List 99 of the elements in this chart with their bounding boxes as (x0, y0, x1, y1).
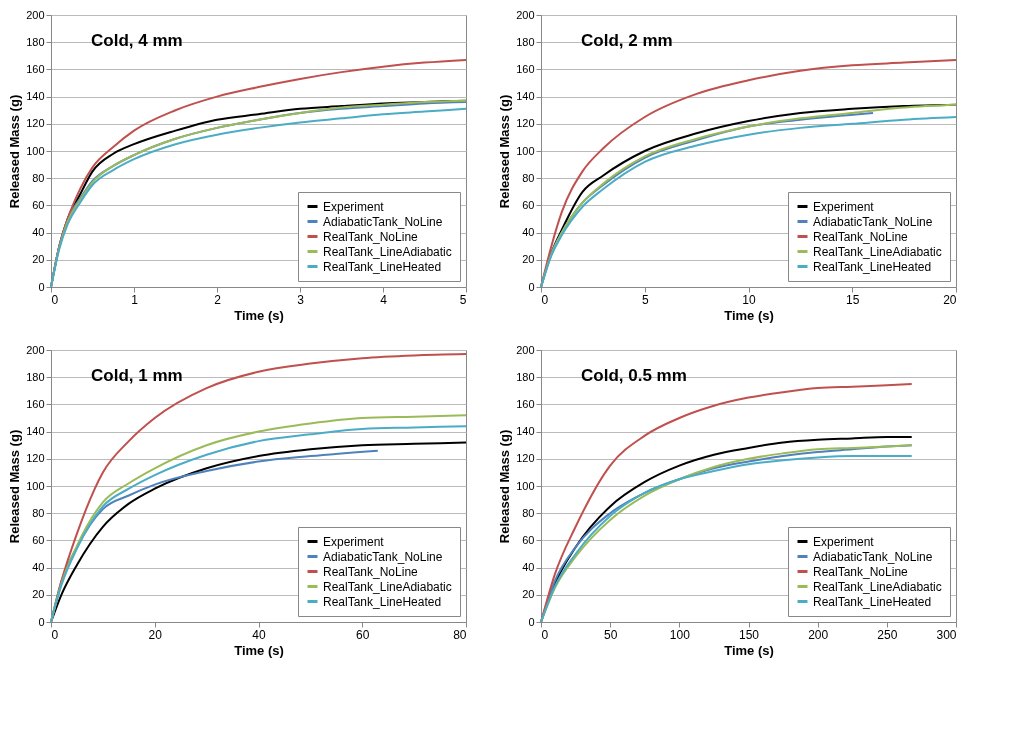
x-tick-label: 80 (453, 627, 467, 642)
y-tick-label: 80 (522, 506, 535, 519)
x-tick-label: 0 (51, 292, 59, 307)
y-tick-label: 20 (522, 253, 535, 266)
y-tick-label: 40 (32, 561, 45, 574)
y-tick-label: 100 (26, 479, 45, 492)
x-tick-label: 10 (742, 292, 756, 307)
y-tick-label: 40 (522, 226, 535, 239)
legend-label: Experiment (813, 534, 875, 549)
annotation: Cold, 0.5 mm (581, 366, 687, 385)
legend-label: RealTank_NoLine (813, 229, 909, 244)
x-tick-label: 150 (738, 627, 760, 642)
y-tick-label: 100 (516, 144, 535, 157)
legend-label: RealTank_LineAdiabatic (323, 244, 452, 259)
x-tick-label: 0 (541, 627, 549, 642)
x-tick-label: 100 (669, 627, 691, 642)
y-tick-label: 60 (32, 198, 45, 211)
y-tick-label: 100 (26, 144, 45, 157)
legend-label: RealTank_LineAdiabatic (323, 579, 452, 594)
x-tick-label: 3 (297, 292, 305, 307)
annotation: Cold, 4 mm (91, 31, 183, 50)
legend-label: RealTank_NoLine (323, 564, 419, 579)
x-tick-label: 2 (214, 292, 222, 307)
y-axis-title: Released Mass (g) (7, 94, 23, 209)
x-tick-label: 300 (936, 627, 957, 642)
y-axis-title: Released Mass (g) (497, 94, 513, 209)
y-tick-label: 40 (32, 226, 45, 239)
x-tick-label: 0 (541, 292, 549, 307)
y-tick-label: 120 (26, 452, 45, 465)
y-tick-label: 180 (516, 370, 535, 383)
x-axis-title: Time (s) (724, 307, 774, 323)
legend-label: RealTank_NoLine (323, 229, 419, 244)
y-tick-label: 100 (516, 479, 535, 492)
y-tick-label: 20 (32, 253, 45, 266)
y-tick-label: 140 (516, 425, 535, 438)
y-tick-label: 160 (26, 397, 45, 410)
y-tick-label: 40 (522, 561, 535, 574)
legend-label: RealTank_LineHeated (323, 594, 442, 609)
legend-label: RealTank_LineAdiabatic (813, 579, 942, 594)
y-tick-label: 200 (26, 8, 45, 21)
x-tick-label: 0 (51, 627, 59, 642)
y-tick-label: 120 (516, 117, 535, 130)
y-tick-label: 120 (516, 452, 535, 465)
y-tick-label: 60 (522, 198, 535, 211)
y-tick-label: 200 (516, 343, 535, 356)
x-axis-title: Time (s) (234, 307, 284, 323)
y-tick-label: 60 (522, 533, 535, 546)
legend-label: AdiabaticTank_NoLine (323, 549, 443, 564)
x-tick-label: 200 (808, 627, 829, 642)
y-tick-label: 140 (26, 425, 45, 438)
x-tick-label: 250 (877, 627, 898, 642)
y-axis-title: Released Mass (g) (7, 429, 23, 544)
legend-label: RealTank_LineAdiabatic (813, 244, 942, 259)
x-tick-label: 60 (356, 627, 370, 642)
y-tick-label: 140 (26, 90, 45, 103)
y-tick-label: 160 (516, 397, 535, 410)
y-tick-label: 80 (522, 171, 535, 184)
legend-label: AdiabaticTank_NoLine (813, 549, 933, 564)
y-tick-label: 160 (516, 62, 535, 75)
annotation: Cold, 1 mm (91, 366, 183, 385)
legend-label: Experiment (323, 534, 385, 549)
y-tick-label: 0 (38, 615, 45, 628)
x-tick-label: 5 (641, 292, 649, 307)
y-tick-label: 200 (26, 343, 45, 356)
y-tick-label: 140 (516, 90, 535, 103)
legend-label: AdiabaticTank_NoLine (813, 214, 933, 229)
y-tick-label: 0 (528, 615, 535, 628)
legend-label: Experiment (323, 199, 385, 214)
y-tick-label: 0 (528, 280, 535, 293)
y-tick-label: 60 (32, 533, 45, 546)
y-tick-label: 160 (26, 62, 45, 75)
y-tick-label: 20 (522, 588, 535, 601)
x-axis-title: Time (s) (234, 642, 284, 658)
y-axis-title: Released Mass (g) (497, 429, 513, 544)
x-tick-label: 20 (148, 627, 163, 642)
y-tick-label: 200 (516, 8, 535, 21)
x-tick-label: 40 (252, 627, 266, 642)
legend-label: RealTank_LineHeated (813, 259, 932, 274)
y-tick-label: 180 (26, 370, 45, 383)
y-tick-label: 180 (516, 35, 535, 48)
x-tick-label: 4 (380, 292, 388, 307)
x-tick-label: 15 (846, 292, 860, 307)
y-tick-label: 120 (26, 117, 45, 130)
x-tick-label: 50 (603, 627, 618, 642)
y-tick-label: 80 (32, 171, 45, 184)
x-axis-title: Time (s) (724, 642, 774, 658)
legend-label: RealTank_NoLine (813, 564, 909, 579)
y-tick-label: 80 (32, 506, 45, 519)
x-tick-label: 20 (943, 292, 957, 307)
y-tick-label: 20 (32, 588, 45, 601)
x-tick-label: 5 (459, 292, 467, 307)
legend-label: AdiabaticTank_NoLine (323, 214, 443, 229)
x-tick-label: 1 (131, 292, 139, 307)
legend-label: RealTank_LineHeated (813, 594, 932, 609)
annotation: Cold, 2 mm (581, 31, 673, 50)
y-tick-label: 180 (26, 35, 45, 48)
legend-label: Experiment (813, 199, 875, 214)
y-tick-label: 0 (38, 280, 45, 293)
legend-label: RealTank_LineHeated (323, 259, 442, 274)
